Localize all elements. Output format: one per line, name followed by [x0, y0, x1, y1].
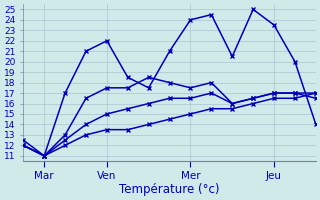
X-axis label: Température (°c): Température (°c) — [119, 183, 220, 196]
